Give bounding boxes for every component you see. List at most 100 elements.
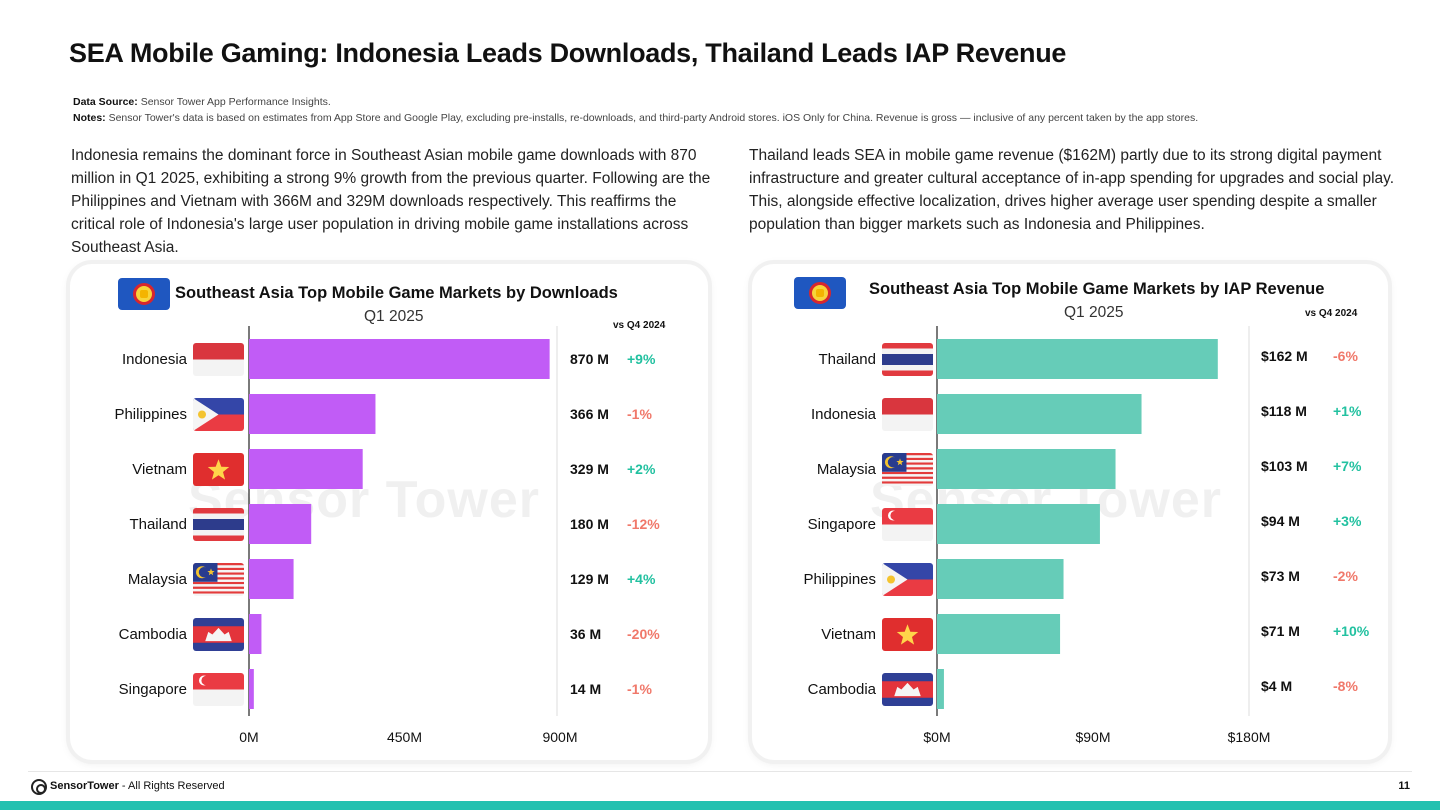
- change-label: -1%: [627, 681, 652, 697]
- value-label: $118 M: [1261, 403, 1307, 419]
- bar-row: Malaysia $103 M +7%: [817, 449, 1362, 489]
- bar: [249, 449, 363, 489]
- value-label: 129 M: [570, 571, 609, 587]
- change-label: +10%: [1333, 623, 1370, 639]
- change-label: +1%: [1333, 403, 1362, 419]
- change-label: +7%: [1333, 458, 1362, 474]
- bar: [249, 669, 254, 709]
- category-label: Singapore: [808, 516, 876, 533]
- revenue-chart-subtitle: Q1 2025: [1064, 304, 1124, 321]
- philippines-flag-icon: [882, 563, 933, 596]
- malaysia-flag-icon: [193, 563, 244, 596]
- philippines-flag-icon: [193, 398, 244, 431]
- bar: [249, 394, 376, 434]
- downloads-commentary: Indonesia remains the dominant force in …: [71, 147, 711, 256]
- x-tick-label: $0M: [923, 729, 950, 745]
- cambodia-flag-icon: [882, 673, 933, 706]
- sensor-tower-logo-icon: [31, 779, 47, 795]
- bar-row: Cambodia 36 M -20%: [119, 614, 660, 654]
- bar: [249, 559, 294, 599]
- change-label: -6%: [1333, 348, 1358, 364]
- malaysia-flag-icon: [882, 453, 933, 486]
- value-label: 14 M: [570, 681, 601, 697]
- value-label: $94 M: [1261, 513, 1300, 529]
- change-label: +9%: [627, 351, 656, 367]
- bar-row: Cambodia $4 M -8%: [808, 669, 1358, 709]
- singapore-flag-icon: [193, 673, 244, 706]
- x-tick-label: 900M: [542, 729, 577, 745]
- category-label: Indonesia: [122, 351, 188, 368]
- category-label: Indonesia: [811, 406, 877, 423]
- x-tick-label: $90M: [1075, 729, 1110, 745]
- category-label: Vietnam: [821, 626, 876, 643]
- change-label: -12%: [627, 516, 660, 532]
- singapore-flag-icon: [882, 508, 933, 541]
- bar: [937, 449, 1116, 489]
- bar-row: Thailand $162 M -6%: [818, 339, 1358, 379]
- vietnam-flag-icon: [193, 453, 244, 486]
- bar: [937, 394, 1142, 434]
- category-label: Malaysia: [128, 571, 188, 588]
- category-label: Cambodia: [119, 626, 188, 643]
- revenue-chart-card: Sensor Tower Southeast Asia Top Mobile G…: [752, 264, 1388, 760]
- bar-row: Vietnam 329 M +2%: [132, 449, 656, 489]
- bar: [249, 504, 312, 544]
- asean-logo-icon: [794, 277, 846, 309]
- indonesia-flag-icon: [193, 343, 244, 376]
- value-label: 329 M: [570, 461, 609, 477]
- value-label: 870 M: [570, 351, 609, 367]
- category-label: Vietnam: [132, 461, 187, 478]
- bar-row: Philippines $73 M -2%: [803, 559, 1358, 599]
- change-label: -20%: [627, 626, 660, 642]
- revenue-bar-chart: Thailand $162 M -6% Indonesia $118 M +1% Malay…: [803, 326, 1370, 745]
- category-label: Thailand: [129, 516, 187, 533]
- change-label: +2%: [627, 461, 656, 477]
- downloads-chart-title: Southeast Asia Top Mobile Game Markets b…: [175, 284, 618, 302]
- page-title: SEA Mobile Gaming: Indonesia Leads Downl…: [69, 38, 1067, 68]
- bar-row: Indonesia 870 M +9%: [122, 339, 656, 379]
- footer-divider: [28, 771, 1412, 772]
- footer-copyright: SensorTower - All Rights Reserved: [50, 780, 225, 792]
- change-label: -2%: [1333, 568, 1358, 584]
- change-label: -8%: [1333, 678, 1358, 694]
- value-label: 366 M: [570, 406, 609, 422]
- downloads-chart-card: Sensor Tower Southeast Asia Top Mobile G…: [70, 264, 708, 760]
- category-label: Philippines: [803, 571, 876, 588]
- bar-row: Singapore $94 M +3%: [808, 504, 1362, 544]
- asean-logo-icon: [118, 278, 170, 310]
- x-tick-label: $180M: [1228, 729, 1271, 745]
- bar: [937, 669, 944, 709]
- notes: Notes: Sensor Tower's data is based on e…: [73, 112, 1199, 124]
- value-label: $71 M: [1261, 623, 1300, 639]
- bar-row: Singapore 14 M -1%: [119, 669, 652, 709]
- x-tick-label: 450M: [387, 729, 422, 745]
- bar-row: Malaysia 129 M +4%: [128, 559, 656, 599]
- revenue-chart-title: Southeast Asia Top Mobile Game Markets b…: [869, 280, 1325, 298]
- indonesia-flag-icon: [882, 398, 933, 431]
- change-label: +3%: [1333, 513, 1362, 529]
- revenue-change-header: vs Q4 2024: [1305, 308, 1358, 319]
- bar: [249, 614, 262, 654]
- vietnam-flag-icon: [882, 618, 933, 651]
- value-label: $73 M: [1261, 568, 1300, 584]
- downloads-bar-chart: Indonesia 870 M +9% Philippines 366 M -1% Viet…: [114, 326, 660, 745]
- downloads-change-header: vs Q4 2024: [613, 320, 666, 331]
- bar: [937, 504, 1100, 544]
- change-label: +4%: [627, 571, 656, 587]
- bottom-accent-bar: [0, 801, 1440, 810]
- value-label: $103 M: [1261, 458, 1308, 474]
- watermark: Sensor Tower: [188, 471, 541, 529]
- category-label: Thailand: [818, 351, 876, 368]
- bar-row: Thailand 180 M -12%: [129, 504, 660, 544]
- bar: [937, 614, 1061, 654]
- category-label: Singapore: [119, 681, 187, 698]
- data-source-note: Data Source: Sensor Tower App Performanc…: [73, 96, 331, 108]
- category-label: Philippines: [114, 406, 187, 423]
- bar: [249, 339, 550, 379]
- value-label: 180 M: [570, 516, 609, 532]
- thailand-flag-icon: [882, 343, 933, 376]
- value-label: 36 M: [570, 626, 601, 642]
- bar-row: Philippines 366 M -1%: [114, 394, 652, 434]
- bar-row: Vietnam $71 M +10%: [821, 614, 1370, 654]
- bar-row: Indonesia $118 M +1%: [811, 394, 1362, 434]
